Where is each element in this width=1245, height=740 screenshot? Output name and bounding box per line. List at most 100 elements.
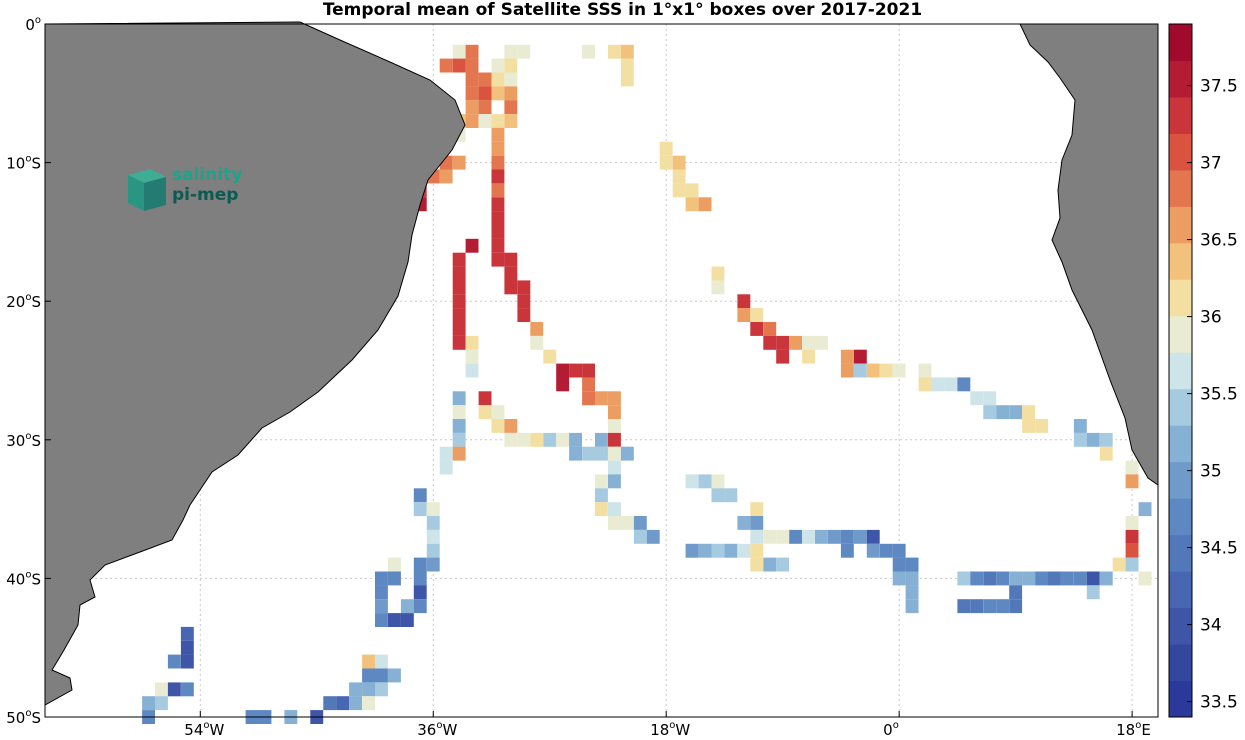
sss-cell [426,529,440,544]
sss-cell [750,322,764,336]
sss-cell [491,86,505,101]
sss-cell [983,391,997,406]
sss-cell [478,86,492,101]
sss-cell [388,613,401,627]
sss-cell [452,280,466,295]
sss-cell [167,682,181,697]
sss-cell [802,349,815,364]
sss-cell [595,391,608,406]
sss-cell [1099,571,1113,586]
sss-cell [504,432,518,447]
sss-cell [1022,571,1035,586]
sss-cell [957,599,971,614]
sss-cell [452,419,466,433]
sss-cell [452,155,466,170]
sss-cell [375,613,388,627]
sss-cell [776,529,790,544]
logo-text-salinity: salinity [172,165,243,185]
sss-cell [556,377,570,392]
sss-cell [711,266,725,281]
sss-cell [452,446,466,461]
colorbar-swatch [1169,96,1192,134]
y-axis-ticks: 0o 10oS 20oS 30oS 40oS 50oS [6,15,51,727]
sss-cell [1099,446,1113,461]
sss-cell [724,488,738,503]
sss-cell [1086,571,1100,586]
sss-cell [556,363,570,378]
sss-cell [1125,557,1139,572]
sss-cell [776,335,790,350]
x-tick-label: 54oW [184,720,224,739]
sss-cell [569,432,582,447]
sss-cell [1048,571,1061,586]
sss-cell [633,529,647,544]
sss-cell [802,529,815,544]
colorbar-tick-label: 35 [1200,462,1222,482]
sss-cell [608,44,621,59]
sss-cell [724,543,738,558]
colorbar-swatch [1169,534,1192,572]
sss-cell [672,155,686,170]
sss-cell [789,335,803,350]
colorbar-tick-label: 33.5 [1200,693,1238,713]
sss-cell [595,488,608,503]
sss-cell [491,169,505,184]
colorbar-swatch [1169,461,1192,499]
sss-cell [1125,474,1139,489]
sss-cell [465,100,479,115]
sss-cell [349,696,362,711]
sss-cell [1009,599,1023,614]
sss-cell [491,419,505,433]
sss-cell [996,405,1010,420]
sss-cell [1125,516,1139,530]
x-axis-ticks: 54oW 36oW 18oW 0o 18oE [184,711,1151,739]
sss-cell [504,44,518,59]
sss-cell [491,225,505,239]
sss-cell [1035,571,1048,586]
sss-cell [815,335,828,350]
sss-cell [983,571,997,586]
y-tick-label: 40oS [6,569,41,588]
sss-cell [517,280,531,295]
sss-cell [892,543,906,558]
colorbar-ticks: 33.5 34 34.5 35 35.5 36 36.5 37 37.5 [1187,77,1238,713]
sss-cell [866,543,880,558]
sss-cell [957,377,971,392]
map-title: Temporal mean of Satellite SSS in 1°x1° … [322,0,923,20]
colorbar-swatch [1169,571,1192,609]
sss-cell [582,391,595,406]
sss-cell [892,557,906,572]
sss-cell [413,557,427,572]
sss-cell [167,654,181,669]
sss-cell [1022,419,1035,433]
y-tick-label: 50oS [6,708,41,727]
y-tick-label: 10oS [6,154,41,173]
colorbar-swatch [1169,242,1192,280]
sss-cell [1009,585,1023,600]
sss-cell [711,280,725,295]
sss-cell [750,557,764,572]
sss-cell [608,460,621,475]
sss-cell [983,599,997,614]
colorbar-swatch [1169,388,1192,426]
sss-cell [711,474,725,489]
sss-cell [608,502,621,517]
colorbar-tick-label: 35.5 [1200,385,1238,405]
sss-cell [685,474,699,489]
sss-cell [685,197,699,212]
sss-cell [388,571,401,586]
sss-cell [750,502,764,517]
sss-cell [595,432,608,447]
sss-cell [1073,432,1087,447]
sss-cell [530,322,544,336]
sss-cell [478,100,492,115]
sss-cell [750,543,764,558]
colorbar-frame [1168,23,1193,718]
sss-cell [504,72,518,87]
sss-cell [1125,529,1139,544]
sss-cell [375,682,388,697]
sss-cell [996,571,1010,586]
plot-area: 54oW 36oW 18oW 0o 18oE 0o 10oS 20oS 30oS 40oS 50o… [6,15,1159,739]
sss-cell [1035,419,1048,433]
colorbar-swatch [1169,498,1192,536]
